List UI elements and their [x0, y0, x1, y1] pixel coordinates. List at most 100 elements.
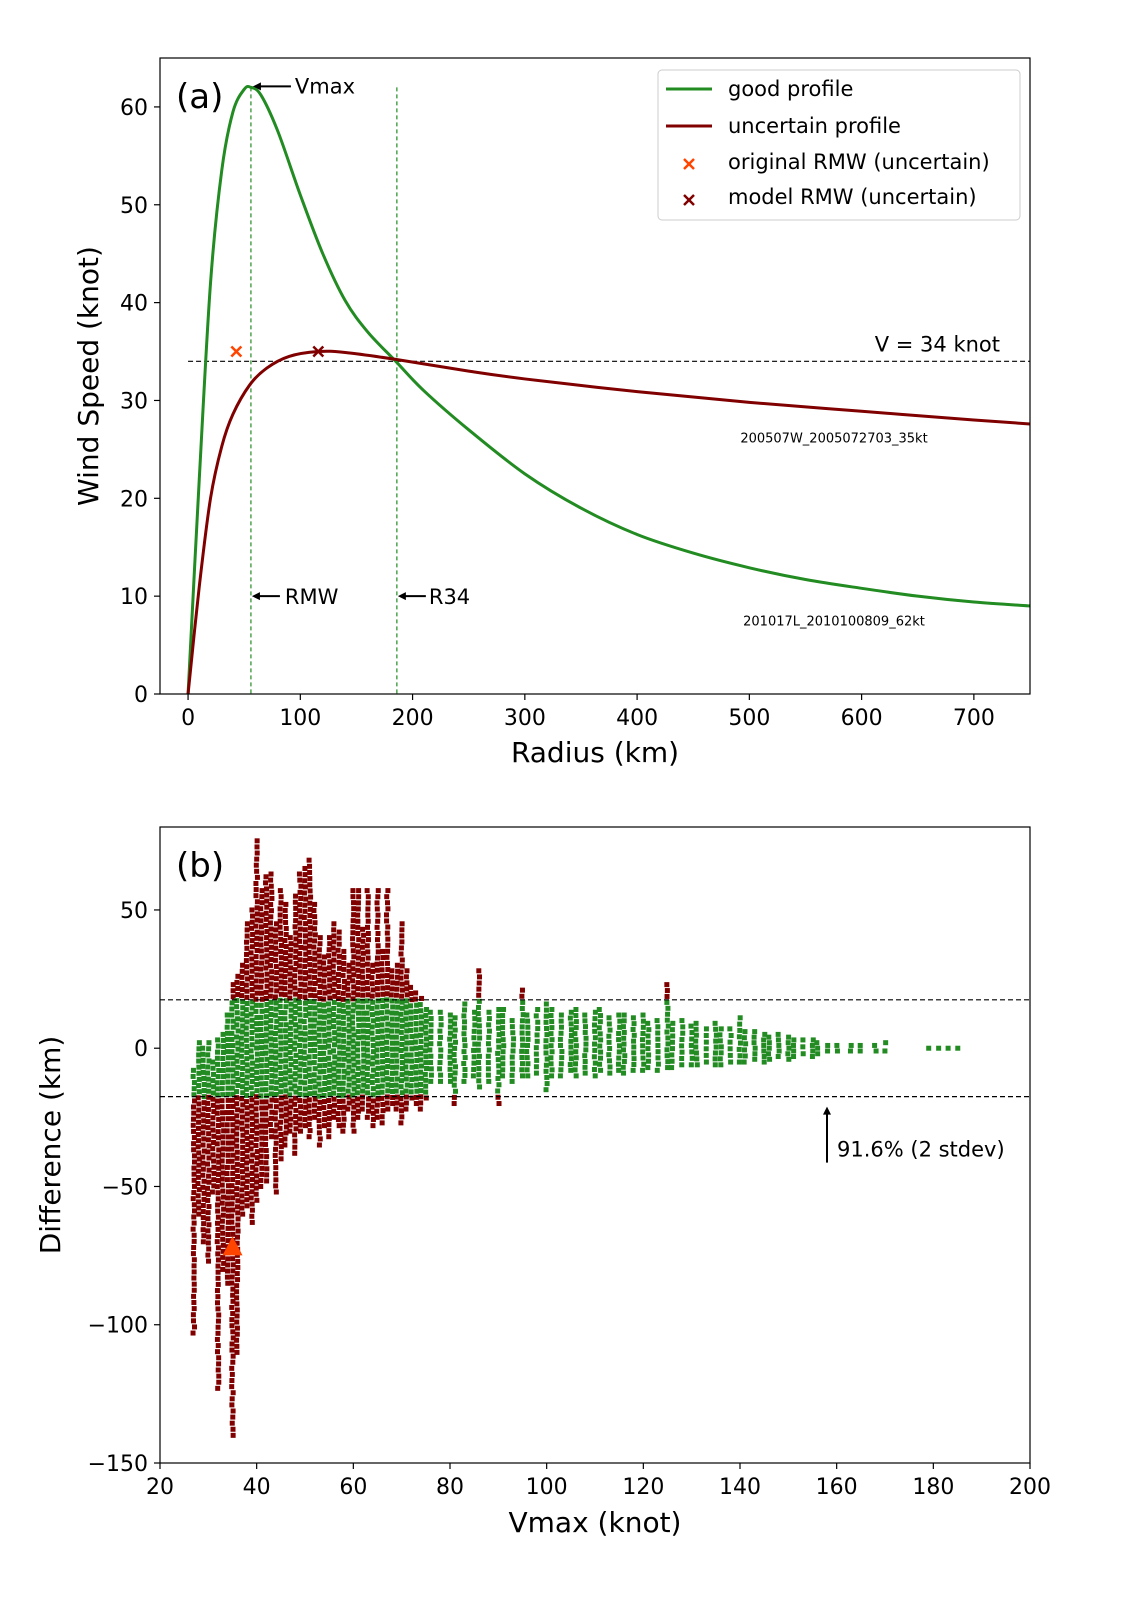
difference-point	[267, 1103, 273, 1109]
difference-point	[244, 927, 250, 933]
difference-point	[229, 1274, 235, 1280]
difference-point	[234, 1313, 240, 1319]
difference-point	[293, 936, 299, 942]
difference-point	[525, 1024, 531, 1030]
difference-point	[277, 1003, 283, 1009]
difference-point	[369, 1104, 375, 1110]
difference-point	[259, 1069, 265, 1075]
difference-point	[572, 1067, 578, 1073]
difference-point	[408, 1070, 414, 1076]
difference-point	[263, 1141, 269, 1147]
difference-point	[399, 939, 405, 945]
difference-point	[268, 1042, 274, 1048]
difference-point	[201, 1190, 207, 1196]
difference-point	[791, 1037, 797, 1043]
difference-point	[437, 1009, 443, 1015]
difference-point	[195, 1132, 201, 1138]
difference-point	[399, 933, 405, 939]
difference-point	[206, 1173, 212, 1179]
difference-point	[190, 1073, 196, 1079]
difference-point	[210, 1090, 216, 1096]
difference-point	[451, 1101, 457, 1107]
difference-point	[330, 945, 336, 951]
difference-point	[273, 1189, 279, 1195]
difference-point	[196, 1187, 202, 1193]
difference-point	[461, 1061, 467, 1067]
panel-b: 20 40 60 80 100 120 140 160 180 200 −150−100−5005…	[34, 826, 1051, 1539]
difference-point	[365, 1004, 371, 1010]
difference-point	[253, 1118, 259, 1124]
difference-point	[249, 1005, 255, 1011]
difference-point	[274, 1018, 280, 1024]
difference-point	[264, 1178, 270, 1184]
difference-point	[229, 1036, 235, 1042]
difference-point	[196, 1199, 202, 1205]
difference-point	[365, 1078, 371, 1084]
difference-point	[486, 1028, 492, 1034]
difference-point	[296, 963, 302, 969]
difference-point	[307, 937, 313, 943]
difference-point	[606, 1052, 612, 1058]
difference-point	[220, 1092, 226, 1098]
difference-point	[393, 1106, 399, 1112]
difference-point	[495, 1050, 501, 1056]
difference-point	[195, 1174, 201, 1180]
difference-point	[200, 1112, 206, 1118]
difference-point	[384, 991, 390, 997]
difference-point	[288, 1056, 294, 1062]
difference-point	[254, 1130, 260, 1136]
difference-point	[230, 982, 236, 988]
difference-point	[417, 1106, 423, 1112]
difference-point	[307, 888, 313, 894]
difference-point	[370, 1049, 376, 1055]
difference-point	[268, 914, 274, 920]
difference-point	[384, 1076, 390, 1082]
difference-point	[317, 959, 323, 965]
difference-point	[335, 1111, 341, 1117]
difference-point	[389, 1016, 395, 1022]
difference-point	[384, 1039, 390, 1045]
difference-point	[549, 1007, 555, 1013]
vmax-column	[703, 1026, 709, 1065]
difference-point	[263, 1135, 269, 1141]
vmax-column	[398, 921, 405, 1126]
difference-point	[292, 899, 298, 905]
difference-point	[259, 1008, 265, 1014]
difference-point	[234, 1101, 240, 1107]
difference-point	[235, 985, 241, 991]
difference-point	[364, 986, 370, 992]
difference-point	[365, 906, 371, 912]
difference-point	[533, 1045, 539, 1051]
difference-point	[337, 1086, 343, 1092]
difference-point	[253, 1136, 259, 1142]
difference-point	[476, 992, 482, 998]
difference-point	[278, 1083, 284, 1089]
difference-point	[307, 1048, 313, 1054]
difference-point	[496, 1013, 502, 1019]
difference-point	[384, 1051, 390, 1057]
difference-point	[263, 1087, 269, 1093]
difference-point	[292, 1003, 298, 1009]
difference-point	[384, 1058, 390, 1064]
difference-point	[287, 1122, 293, 1128]
difference-point	[216, 1147, 222, 1153]
difference-point	[365, 1053, 371, 1059]
difference-point	[191, 1245, 197, 1251]
difference-point	[278, 1131, 284, 1137]
difference-point	[665, 1005, 671, 1011]
difference-point	[712, 1062, 718, 1068]
difference-point	[679, 1037, 685, 1043]
difference-point	[225, 1116, 231, 1122]
difference-point	[340, 990, 346, 996]
difference-point	[718, 1062, 724, 1068]
difference-point	[201, 1221, 207, 1227]
difference-point	[384, 973, 390, 979]
difference-point	[196, 1150, 202, 1156]
difference-point	[293, 954, 299, 960]
difference-point	[568, 1056, 574, 1062]
difference-point	[287, 935, 293, 941]
difference-point	[486, 1009, 492, 1015]
difference-point	[366, 1108, 372, 1114]
difference-point	[622, 1053, 628, 1059]
difference-point	[240, 1059, 246, 1065]
